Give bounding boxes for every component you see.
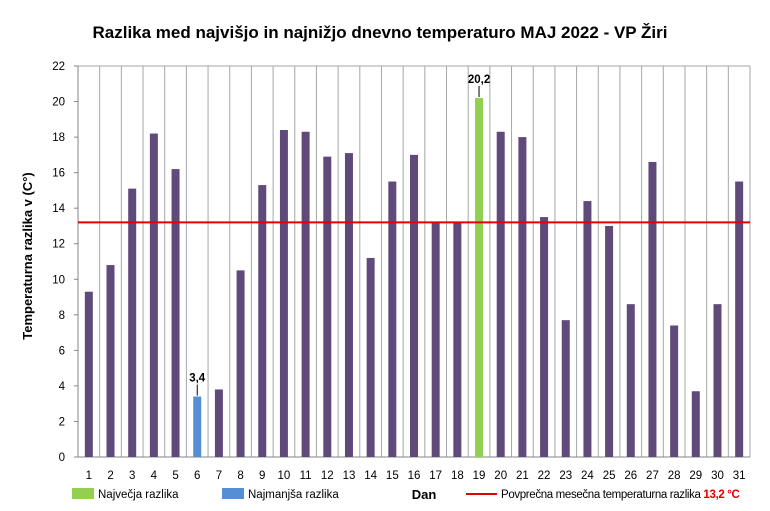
bar	[106, 265, 115, 457]
x-tick-label: 18	[451, 470, 464, 482]
y-tick-label: 14	[52, 203, 65, 215]
x-tick-label: 4	[151, 470, 158, 482]
bar	[149, 133, 158, 457]
x-tick-label: 9	[259, 470, 265, 482]
y-axis-label: Temperaturna razlika v (C°)	[20, 172, 35, 340]
bar	[431, 222, 440, 457]
x-tick-label: 8	[237, 470, 243, 482]
data-labels: 20,2 3,4	[189, 74, 490, 396]
bar	[670, 325, 679, 457]
bar	[388, 181, 397, 458]
y-tick-label: 16	[52, 168, 65, 180]
x-tick-label: 7	[216, 470, 222, 482]
x-tick-label: 30	[711, 470, 724, 482]
y-tick-label: 2	[59, 416, 65, 428]
data-label-max: 20,2	[468, 74, 490, 86]
bar	[648, 161, 657, 458]
y-tick-label: 8	[59, 310, 65, 322]
y-tick-label: 18	[52, 132, 65, 144]
x-tick-label: 19	[473, 470, 486, 482]
x-tick-label: 5	[172, 470, 178, 482]
y-tick-label: 12	[52, 239, 65, 251]
x-tick-label: 14	[364, 470, 377, 482]
y-tick-labels: 0 2 4 6 8 10 12 14 16 18 20 22	[52, 61, 78, 464]
y-tick-label: 4	[59, 381, 66, 393]
x-tick-label: 2	[107, 470, 113, 482]
bar	[540, 217, 549, 457]
x-tick-label: 25	[603, 470, 616, 482]
x-tick-label: 11	[300, 470, 312, 482]
legend-swatch-max	[72, 488, 94, 499]
y-tick-label: 0	[59, 452, 65, 464]
x-tick-label: 31	[733, 470, 746, 482]
bar-max	[475, 97, 484, 457]
bar	[171, 169, 180, 457]
legend: Največja razlika Najmanjša razlika Povpr…	[72, 488, 740, 501]
y-tick-label: 10	[52, 274, 65, 286]
bar	[561, 320, 570, 457]
bar	[605, 225, 614, 457]
bar-min	[193, 396, 202, 457]
bar	[84, 291, 93, 457]
x-tick-label: 6	[194, 470, 200, 482]
x-tick-label: 13	[343, 470, 356, 482]
data-label-min: 3,4	[189, 373, 206, 385]
bar	[258, 185, 267, 457]
chart-title: Razlika med najvišjo in najnižjo dnevno …	[92, 23, 667, 42]
x-tick-label: 17	[429, 470, 442, 482]
x-tick-label: 20	[494, 470, 507, 482]
x-tick-label: 1	[86, 470, 92, 482]
legend-label-max: Največja razlika	[98, 489, 179, 501]
bar	[713, 304, 722, 457]
bar	[735, 181, 744, 458]
x-tick-label: 26	[624, 470, 637, 482]
x-tick-label: 12	[321, 470, 334, 482]
bar	[236, 270, 245, 457]
x-tick-label: 28	[668, 470, 681, 482]
x-tick-label: 24	[581, 470, 594, 482]
x-tick-label: 16	[408, 470, 421, 482]
x-tick-label: 10	[278, 470, 291, 482]
bar	[410, 154, 418, 457]
y-tick-label: 6	[59, 345, 65, 357]
x-tick-label: 21	[516, 470, 529, 482]
legend-swatch-min	[222, 488, 244, 499]
bar	[366, 257, 375, 457]
bar	[344, 153, 353, 457]
bar	[214, 389, 223, 457]
bar	[128, 188, 137, 457]
y-tick-label: 22	[52, 61, 65, 73]
bar	[518, 137, 527, 457]
x-tick-label: 29	[689, 470, 702, 482]
x-tick-label: 23	[559, 470, 572, 482]
x-tick-label: 15	[386, 470, 399, 482]
legend-text-average: Povprečna mesečna temperaturna razlika 1…	[501, 489, 739, 501]
x-tick-label: 27	[646, 470, 659, 482]
x-axis-label: Dan	[412, 487, 437, 502]
grid	[77, 65, 751, 458]
bar	[496, 131, 505, 457]
bar	[301, 131, 310, 457]
x-tick-labels: 1 2 3 4 5 6 7 8 9 10 11 12 13 14 15 16 17 18 19 20 21 22 23 24 2…	[86, 470, 746, 482]
bars	[84, 97, 744, 458]
bar	[691, 391, 700, 457]
x-tick-label: 22	[538, 470, 551, 482]
x-tick-label: 3	[129, 470, 135, 482]
bar	[323, 156, 332, 457]
legend-label-min: Najmanjša razlika	[248, 489, 339, 501]
bar	[583, 201, 592, 457]
legend-label-average: Povprečna mesečna temperaturna razlika	[501, 489, 702, 501]
y-tick-label: 20	[52, 97, 65, 109]
bar	[279, 129, 288, 457]
bar	[453, 222, 462, 457]
bar	[626, 304, 635, 457]
legend-average-value: 13,2 °C	[703, 489, 739, 501]
